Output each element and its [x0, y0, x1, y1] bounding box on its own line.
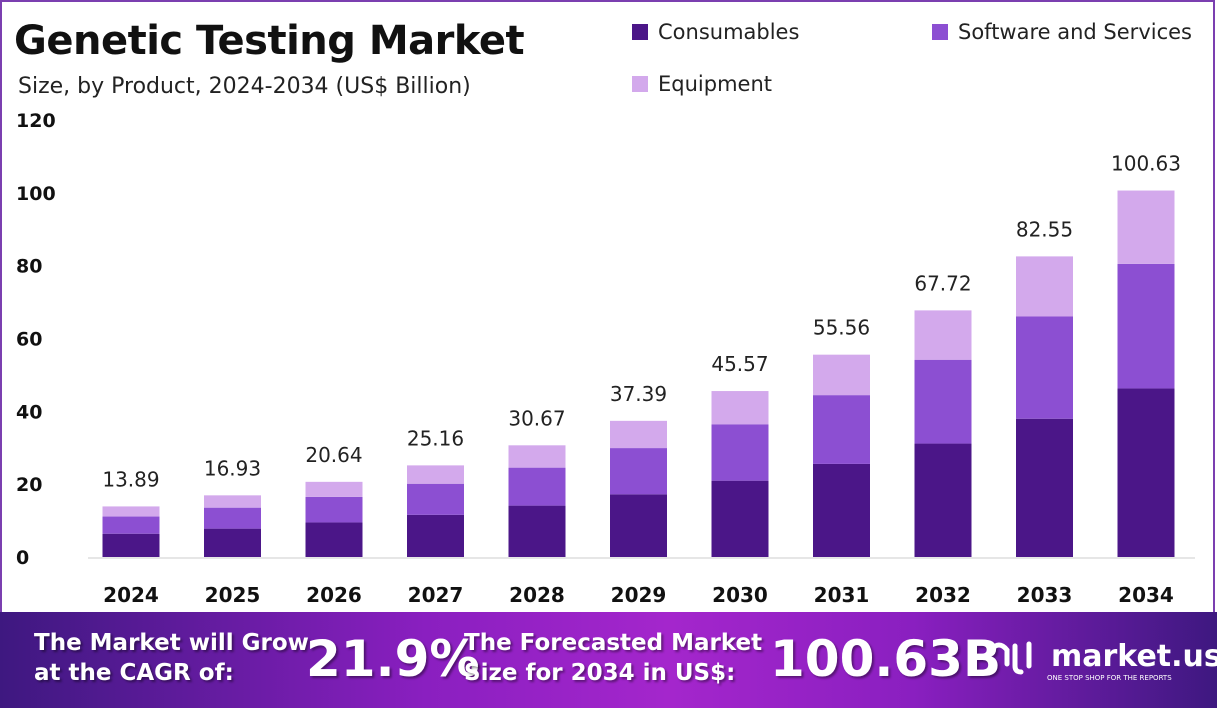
x-tick-label: 2033	[1017, 583, 1073, 607]
forecast-label: The Forecasted Market Size for 2034 in U…	[464, 628, 762, 688]
y-tick-label: 20	[16, 474, 42, 496]
bar-segment-equipment	[1117, 190, 1175, 264]
total-data-label: 45.57	[711, 352, 768, 376]
total-data-label: 13.89	[102, 467, 159, 491]
bar-segment-consumables	[102, 533, 160, 557]
bar-segment-equipment	[204, 495, 261, 508]
bar-segment-consumables	[1016, 418, 1073, 557]
total-data-label: 100.63	[1111, 152, 1181, 176]
bar-segment-equipment	[102, 506, 160, 517]
x-tick-label: 2025	[205, 583, 261, 607]
bar-segment-consumables	[610, 494, 667, 557]
x-tick-label: 2030	[712, 583, 768, 607]
cagr-label: The Market will Grow at the CAGR of:	[34, 628, 309, 688]
y-tick-label: 80	[16, 256, 42, 278]
cagr-label-line2: at the CAGR of:	[34, 660, 234, 686]
x-tick-label: 2034	[1118, 583, 1174, 607]
bar-segment-equipment	[407, 465, 464, 484]
x-tick-label: 2028	[509, 583, 565, 607]
chart-title: Genetic Testing Market	[14, 18, 525, 64]
bar-segment-software-and-services	[610, 448, 667, 495]
legend-item-software: Software and Services	[932, 20, 1192, 44]
bar-segment-equipment	[610, 420, 667, 449]
bar-segment-consumables	[305, 522, 363, 557]
legend-swatch	[932, 24, 948, 40]
logo-name: market.us	[1051, 638, 1217, 674]
bar-segment-equipment	[914, 310, 972, 360]
forecast-label-line1: The Forecasted Market	[464, 630, 763, 656]
bar-segment-consumables	[204, 528, 261, 557]
bar-segment-software-and-services	[813, 395, 870, 464]
total-data-label: 16.93	[204, 456, 261, 480]
market-us-logo[interactable]: market.us ONE STOP SHOP FOR THE REPORTS	[985, 636, 1217, 682]
legend-item-equipment: Equipment	[632, 72, 772, 96]
x-tick-label: 2024	[103, 583, 159, 607]
y-tick-label: 100	[16, 183, 56, 205]
bar-segment-software-and-services	[1117, 263, 1175, 389]
bar-segment-software-and-services	[1016, 316, 1073, 419]
legend-swatch	[632, 76, 648, 92]
total-data-label: 82.55	[1016, 217, 1073, 241]
total-data-label: 55.56	[813, 316, 870, 340]
forecast-label-line2: Size for 2034 in US$:	[464, 660, 736, 686]
legend-label: Equipment	[658, 72, 772, 96]
x-tick-label: 2032	[915, 583, 971, 607]
bar-segment-equipment	[305, 481, 363, 497]
bar-segment-software-and-services	[711, 424, 769, 481]
bar-segment-equipment	[813, 354, 870, 396]
total-data-label: 30.67	[508, 406, 565, 430]
chart-subtitle: Size, by Product, 2024-2034 (US$ Billion…	[18, 74, 471, 99]
x-tick-label: 2027	[408, 583, 464, 607]
x-tick-label: 2026	[306, 583, 362, 607]
x-tick-label: 2029	[611, 583, 667, 607]
y-tick-label: 60	[16, 329, 42, 351]
bar-segment-equipment	[1016, 256, 1073, 317]
y-tick-label: 120	[16, 110, 56, 132]
logo-tagline: ONE STOP SHOP FOR THE REPORTS	[1047, 674, 1172, 682]
bar-segment-software-and-services	[102, 516, 160, 534]
chart-frame	[0, 0, 1215, 612]
bar-segment-equipment	[711, 391, 769, 425]
legend-label: Software and Services	[958, 20, 1192, 44]
logo-icon	[988, 641, 1032, 675]
bar-segment-software-and-services	[204, 507, 261, 529]
total-data-label: 20.64	[305, 443, 362, 467]
bar-segment-consumables	[711, 480, 769, 557]
y-tick-label: 40	[16, 401, 42, 423]
x-tick-label: 2031	[814, 583, 870, 607]
bar-segment-consumables	[508, 505, 566, 557]
legend-swatch	[632, 24, 648, 40]
bar-segment-software-and-services	[407, 483, 464, 515]
bar-segment-software-and-services	[914, 359, 972, 444]
stacked-bar-chart: 0 20 40 60 80 100 120 13.89 2024 16.93 2025 20.64 20…	[16, 110, 1195, 607]
bar-segment-software-and-services	[508, 467, 566, 506]
cagr-value: 21.9%	[306, 630, 480, 688]
footer-banner: The Market will Grow at the CAGR of: 21.…	[0, 612, 1217, 708]
total-data-label: 25.16	[407, 426, 464, 450]
legend-label: Consumables	[658, 20, 800, 44]
total-data-label: 67.72	[914, 271, 971, 295]
bar-segment-software-and-services	[305, 496, 363, 523]
bar-segment-consumables	[1117, 388, 1175, 557]
bar-segment-equipment	[508, 445, 566, 468]
legend-item-consumables: Consumables	[632, 20, 799, 44]
total-data-label: 37.39	[610, 382, 667, 406]
cagr-label-line1: The Market will Grow	[34, 630, 309, 656]
bar-segment-consumables	[407, 514, 464, 557]
bar-segment-consumables	[914, 443, 972, 557]
y-tick-label: 0	[16, 547, 29, 569]
forecast-value: 100.63B	[770, 630, 1002, 688]
bar-segment-consumables	[813, 463, 870, 557]
